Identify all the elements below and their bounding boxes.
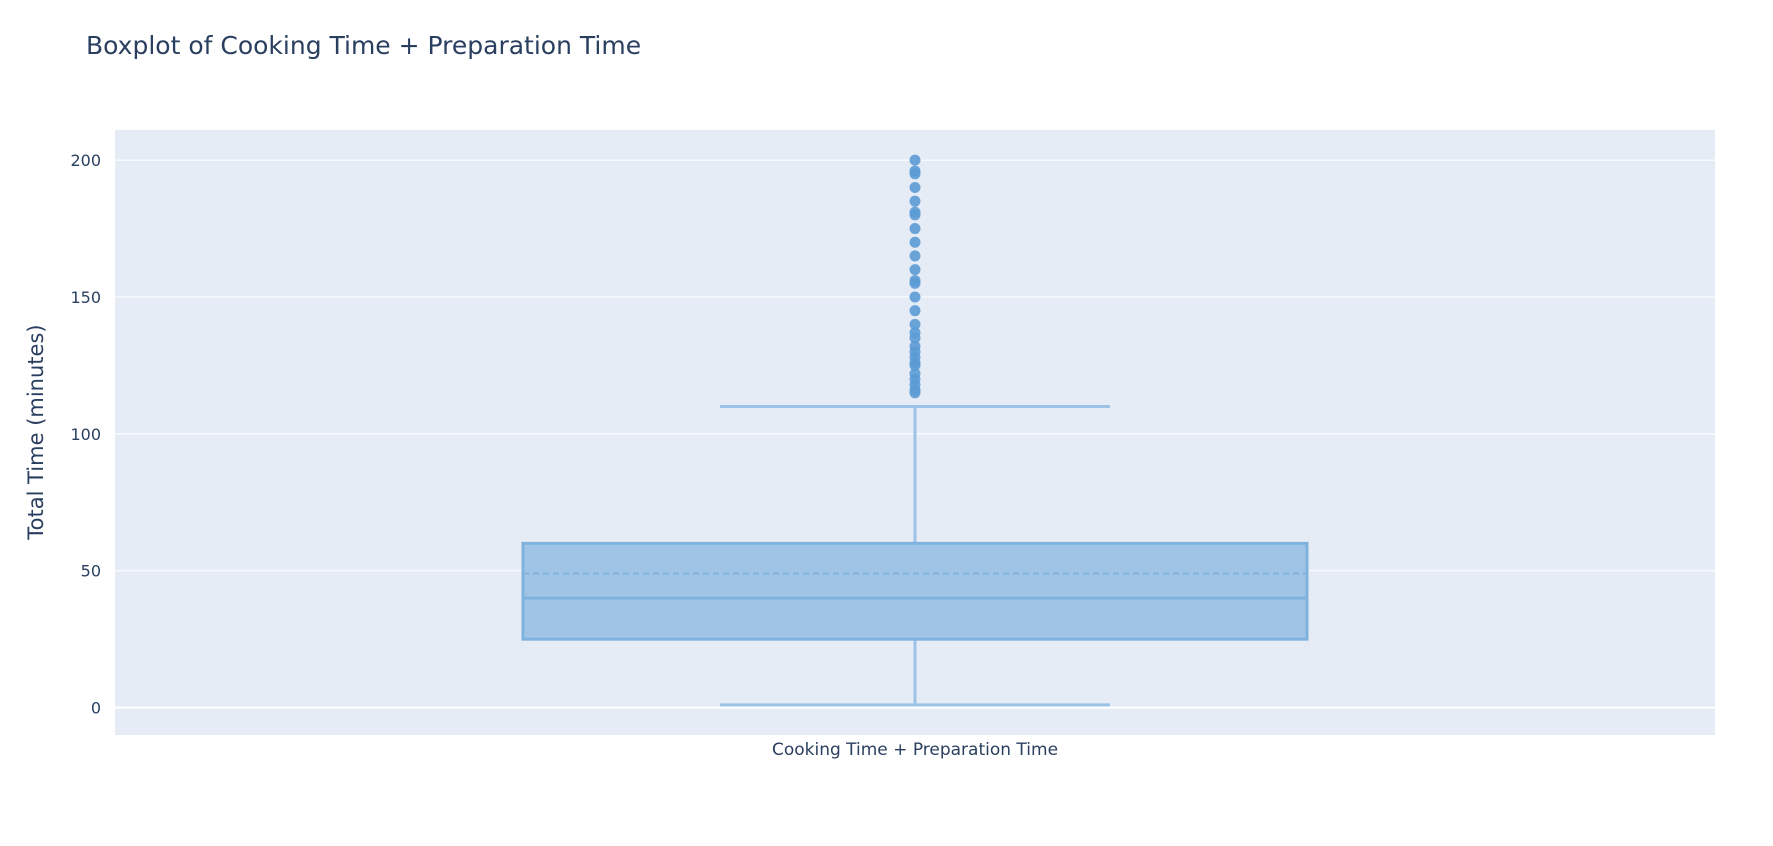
- y-axis-title: Total Time (minutes): [24, 324, 48, 540]
- y-tick-label: 150: [70, 288, 101, 307]
- outlier-point: [909, 154, 921, 166]
- chart-title: Boxplot of Cooking Time + Preparation Ti…: [86, 31, 641, 60]
- outlier-point: [909, 223, 921, 235]
- outlier-point: [909, 165, 921, 177]
- outlier-point: [909, 368, 921, 380]
- outlier-point: [909, 318, 921, 330]
- outlier-point: [909, 181, 921, 193]
- outlier-point: [909, 305, 921, 317]
- outlier-point: [909, 206, 921, 218]
- x-category-label: Cooking Time + Preparation Time: [772, 740, 1058, 760]
- y-tick-labels: 0 50 100 150 200: [70, 151, 101, 718]
- outlier-point: [909, 264, 921, 276]
- y-tick-label: 100: [70, 425, 101, 444]
- outlier-point: [909, 340, 921, 352]
- box-trace: [521, 154, 1309, 707]
- y-tick-label: 50: [81, 562, 101, 581]
- y-tick-label: 0: [91, 699, 101, 718]
- outlier-point: [909, 275, 921, 287]
- y-tick-label: 200: [70, 151, 101, 170]
- outlier-point: [909, 291, 921, 303]
- outlier-point: [909, 236, 921, 248]
- outlier-point: [909, 250, 921, 262]
- outlier-point: [909, 327, 921, 339]
- outlier-point: [909, 195, 921, 207]
- iqr-box: [521, 541, 1309, 641]
